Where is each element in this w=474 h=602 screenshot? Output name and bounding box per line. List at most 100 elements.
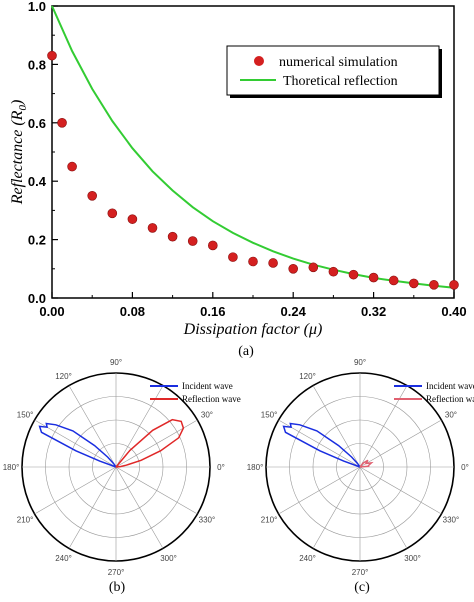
angle-label: 30° <box>201 411 213 420</box>
legend-label-simulation: numerical simulation <box>279 55 398 70</box>
panel-a: 0.00 0.08 0.16 0.24 0.32 0.40 0.0 0.2 0.4 0.6 0.8… <box>9 0 467 359</box>
legend-b: Incident wave Reflection wave <box>150 381 241 404</box>
y-axis-title: Reflectance (R0) <box>9 100 29 206</box>
angle-label: 180° <box>247 463 264 472</box>
legend-c: Incident wave Reflection wave <box>394 381 474 404</box>
simulation-point <box>47 50 57 61</box>
simulation-point <box>147 223 158 233</box>
simulation-point <box>57 118 67 128</box>
panel-c: 0° 30° 90° 120° 150° 180° 210° 240° 270° 300° 330°… <box>247 358 474 595</box>
angle-label: 120° <box>55 372 72 381</box>
x-tick-label: 0.40 <box>441 304 466 319</box>
x-tick-labels-a: 0.00 0.08 0.16 0.24 0.32 0.40 <box>39 304 466 319</box>
legend-label-reflection-c: Reflection wave <box>426 394 474 404</box>
angle-label: 210° <box>261 516 278 525</box>
polar-spoke <box>115 385 164 468</box>
panel-label-a: (a) <box>238 344 254 359</box>
angle-label: 300° <box>160 554 177 563</box>
angle-label: 270° <box>352 568 369 577</box>
polar-grid-b <box>21 372 211 562</box>
angle-labels-c: 0° 30° 90° 120° 150° 180° 210° 240° 270° 300° 330° <box>247 358 469 577</box>
angle-label: 90° <box>110 358 122 367</box>
incident-wave-b <box>38 422 117 468</box>
simulation-point <box>228 252 238 262</box>
y-tick-label: 0.8 <box>28 57 46 72</box>
polar-spoke <box>312 466 361 549</box>
angle-label: 330° <box>199 516 216 525</box>
simulation-point <box>449 280 459 290</box>
x-tick-label: 0.24 <box>281 304 307 319</box>
legend-box <box>226 45 440 96</box>
simulation-point <box>308 262 319 273</box>
simulation-point <box>288 263 299 274</box>
legend-label-incident-b: Incident wave <box>182 381 233 391</box>
polar-spoke <box>34 466 117 515</box>
simulation-point <box>408 278 419 289</box>
theoretical-curve <box>51 5 455 289</box>
polar-spoke <box>115 419 198 468</box>
legend-label-reflection-b: Reflection wave <box>182 394 241 404</box>
legend-label-incident-c: Incident wave <box>426 381 474 391</box>
angle-label: 120° <box>299 372 316 381</box>
angle-label: 150° <box>17 411 34 420</box>
polar-spoke <box>68 385 117 468</box>
simulation-point <box>348 269 359 280</box>
polar-spoke <box>34 419 117 468</box>
simulation-point <box>167 231 178 242</box>
angle-label: 150° <box>261 411 278 420</box>
y-tick-label: 0.2 <box>28 233 46 248</box>
simulation-point <box>388 275 399 286</box>
legend-marker-simulation <box>254 56 264 66</box>
polar-spoke <box>359 466 442 515</box>
angle-label: 240° <box>299 554 316 563</box>
simulation-point <box>268 258 278 268</box>
angle-label: 210° <box>17 516 34 525</box>
panel-b: 0° 30° 90° 120° 150° 180° 210° 240° 270° 300° 330°… <box>3 358 241 595</box>
polar-spoke <box>278 466 361 515</box>
polar-spoke <box>115 466 164 549</box>
angle-label: 270° <box>108 568 125 577</box>
polar-spoke <box>68 466 117 549</box>
legend-label-theoretical: Thoretical reflection <box>283 74 398 89</box>
angle-label: 0° <box>217 463 225 472</box>
polar-spoke <box>359 419 442 468</box>
x-tick-label: 0.08 <box>120 304 145 319</box>
x-tick-label: 0.32 <box>361 304 386 319</box>
polar-spoke <box>359 466 408 549</box>
simulation-point <box>248 256 258 267</box>
y-tick-label: 0.4 <box>28 174 47 189</box>
angle-label: 330° <box>443 516 460 525</box>
simulation-points <box>47 50 459 290</box>
y-tick-label: 0.6 <box>28 116 46 131</box>
simulation-point <box>187 236 198 246</box>
reflection-wave-b <box>115 418 185 468</box>
legend-a: numerical simulation Thoretical reflecti… <box>226 45 442 98</box>
simulation-point <box>208 240 218 251</box>
reflection-wave-c <box>359 459 374 468</box>
simulation-point <box>328 266 339 277</box>
y-tick-labels-a: 0.0 0.2 0.4 0.6 0.8 1.0 <box>28 0 47 306</box>
panel-label-b: (b) <box>109 580 126 595</box>
simulation-point <box>127 214 138 224</box>
angle-label: 90° <box>354 358 366 367</box>
simulation-point <box>107 208 118 219</box>
x-tick-label: 0.16 <box>200 304 225 319</box>
angle-label: 180° <box>3 463 20 472</box>
y-tick-label: 1.0 <box>28 0 46 14</box>
simulation-point <box>87 191 97 201</box>
tick-marks-a <box>51 5 455 299</box>
simulation-point <box>67 161 77 172</box>
polar-spoke <box>359 385 408 468</box>
angle-label: 30° <box>445 411 457 420</box>
polar-spoke <box>278 419 361 468</box>
angle-label: 240° <box>55 554 72 563</box>
angle-label: 0° <box>461 463 469 472</box>
polar-spoke <box>312 385 361 468</box>
incident-wave-c <box>282 422 361 468</box>
x-axis-title: Dissipation factor (μ) <box>183 321 323 338</box>
y-tick-label: 0.0 <box>28 291 46 306</box>
angle-label: 300° <box>404 554 421 563</box>
simulation-point <box>368 272 379 283</box>
polar-spoke <box>115 466 198 515</box>
